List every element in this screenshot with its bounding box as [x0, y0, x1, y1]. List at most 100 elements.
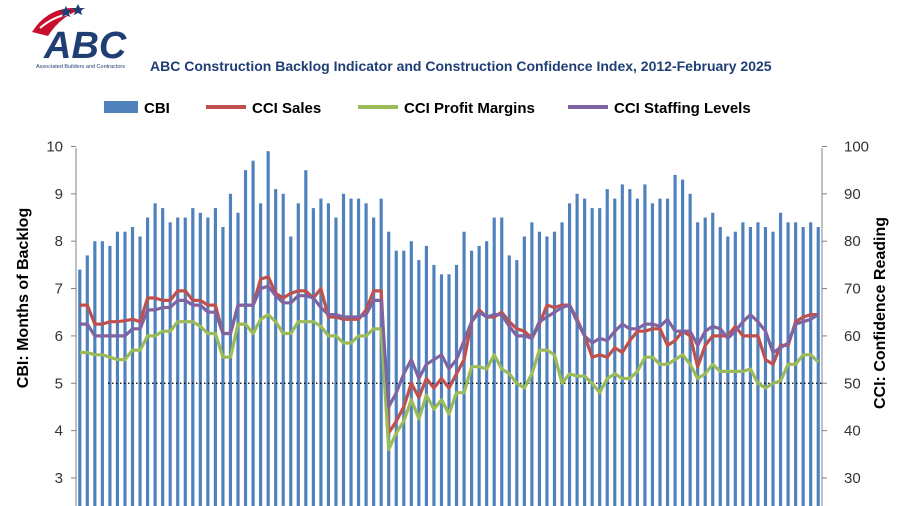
left-tick-label: 9 — [55, 186, 63, 203]
left-tick-label: 7 — [55, 281, 63, 298]
cbi-bar — [130, 227, 135, 506]
cbi-bar — [153, 203, 157, 506]
cbi-bar — [304, 170, 308, 506]
left-tick-label: 6 — [55, 328, 63, 345]
cbi-bar — [733, 231, 737, 506]
right-axis-label: CCI: Confidence Reading — [872, 217, 889, 409]
cbi-bar — [620, 184, 624, 506]
cbi-bar — [206, 217, 210, 506]
cbi-bar — [243, 170, 248, 506]
cbi-bar — [228, 193, 233, 506]
cbi-bar — [372, 217, 376, 506]
cbi-bar — [402, 250, 406, 506]
chart-title: ABC Construction Backlog Indicator and C… — [150, 58, 772, 74]
cci-lines — [79, 275, 820, 452]
cbi-bar — [718, 227, 722, 506]
logo-star — [72, 4, 84, 15]
cbi-bar — [85, 255, 89, 506]
cbi-bar — [349, 198, 353, 506]
series-line-staffing — [79, 284, 820, 409]
cbi-bar — [507, 255, 511, 506]
cbi-bar — [500, 217, 504, 506]
cbi-bar — [78, 269, 82, 506]
right-tick-label: 100 — [844, 139, 869, 156]
cbi-bar — [635, 198, 639, 506]
cbi-bar — [575, 193, 579, 506]
cbi-bar — [703, 217, 707, 506]
cbi-bar — [236, 212, 240, 506]
left-axis: 3 4 5 6 7 8 9 10 — [46, 139, 77, 506]
cbi-bar — [191, 208, 195, 506]
series-line-sales — [79, 275, 819, 435]
cbi-bar — [522, 236, 526, 506]
cbi-bar — [439, 274, 444, 506]
left-tick-label: 8 — [55, 233, 63, 250]
cbi-bar — [100, 241, 104, 506]
cbi-bar — [771, 231, 775, 506]
cbi-bar — [93, 241, 97, 506]
cbi-bar — [613, 198, 617, 506]
cbi-bar — [447, 274, 451, 506]
cbi-bar — [598, 208, 602, 506]
legend-label-staffing: CCI Staffing Levels — [614, 100, 751, 117]
abc-logo-mark: ABC Associated Builders and Contractors — [32, 4, 127, 70]
left-axis-label: CBI: Months of Backlog — [15, 208, 32, 388]
legend: CBI CCI Sales CCI Profit Margins CCI Staffi… — [104, 100, 751, 117]
cbi-bar — [748, 227, 752, 506]
cbi-bar — [409, 241, 413, 506]
legend-swatch-cbi — [104, 101, 138, 113]
cbi-bar — [801, 227, 805, 506]
right-tick-label: 80 — [844, 233, 861, 250]
cbi-bar — [161, 208, 165, 506]
left-tick-label: 10 — [46, 139, 63, 156]
cbi-bar — [334, 217, 338, 506]
cbi-bar — [417, 260, 421, 506]
right-tick-label: 90 — [844, 186, 861, 203]
cbi-bar — [658, 198, 662, 506]
logo-wordmark: ABC — [43, 25, 127, 67]
cbi-bar — [711, 212, 715, 506]
cbi-bar — [274, 189, 278, 506]
cbi-bar — [364, 203, 368, 506]
legend-label-profit: CCI Profit Margins — [404, 100, 535, 117]
cbi-bar — [326, 203, 331, 506]
cbi-bar — [311, 208, 315, 506]
right-tick-label: 60 — [844, 328, 861, 345]
right-axis: 30 40 50 60 70 80 90 100 — [821, 139, 869, 506]
cbi-bar — [296, 203, 300, 506]
cbi-bar — [356, 198, 361, 506]
logo-swoosh — [32, 8, 86, 36]
cbi-bar — [341, 193, 346, 506]
cbi-bar — [387, 231, 391, 506]
abc-logo: ABC Associated Builders and Contractors — [26, 4, 138, 72]
cbi-bar — [470, 250, 474, 506]
cbi-bar — [763, 227, 768, 506]
cbi-bar — [485, 241, 489, 506]
cbi-bar — [778, 212, 783, 506]
cbi-bar — [221, 227, 225, 506]
cbi-bar — [213, 208, 217, 506]
cbi-bar — [289, 236, 293, 506]
cbi-bar — [816, 227, 820, 506]
cbi-bar — [628, 189, 632, 506]
cbi-bar — [168, 222, 172, 506]
cbi-bar — [552, 231, 557, 506]
cbi-bar — [198, 212, 202, 506]
left-tick-label: 3 — [55, 470, 63, 487]
left-tick-label: 5 — [55, 375, 63, 392]
cbi-bar — [281, 193, 285, 506]
cbi-bar — [424, 245, 428, 506]
cbi-bar — [108, 245, 112, 506]
cbi-bar — [462, 231, 466, 506]
right-tick-label: 40 — [844, 423, 861, 440]
cbi-bar — [567, 203, 572, 506]
cbi-bar — [394, 250, 398, 506]
right-tick-label: 70 — [844, 281, 861, 298]
logo-subtext: Associated Builders and Contractors — [36, 64, 125, 70]
legend-label-cbi: CBI — [144, 100, 170, 117]
cbi-bar — [183, 217, 187, 506]
cbi-bar — [681, 179, 685, 506]
legend-label-sales: CCI Sales — [252, 100, 321, 117]
cbi-bar — [756, 222, 760, 506]
